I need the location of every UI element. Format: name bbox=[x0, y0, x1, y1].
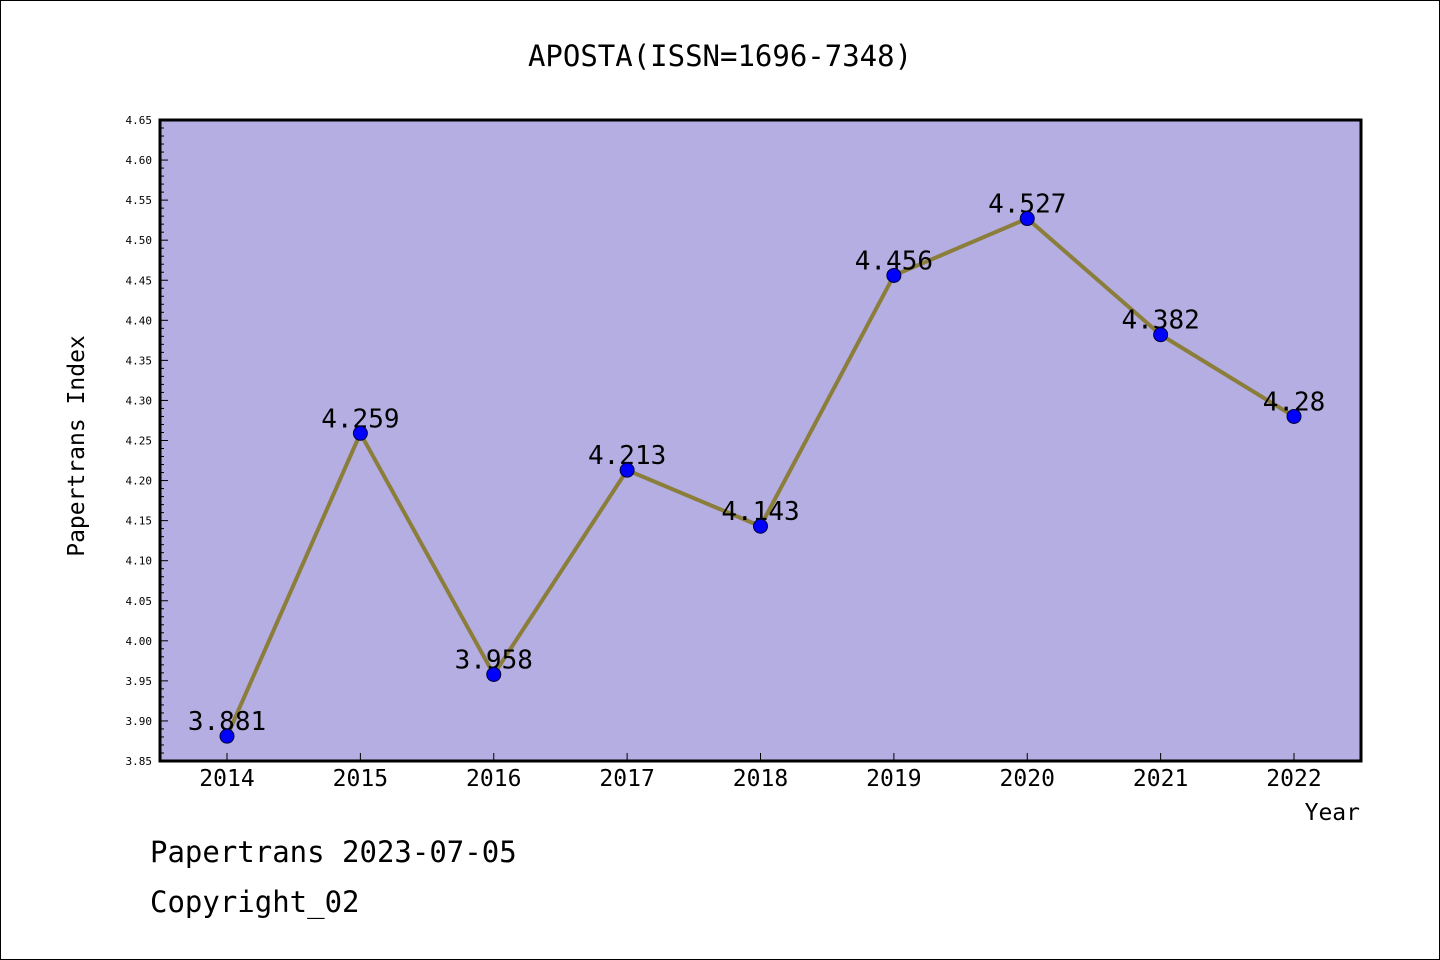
x-tick-label: 2016 bbox=[466, 766, 521, 792]
footer-date: Papertrans 2023-07-05 bbox=[150, 835, 517, 869]
x-tick-label: 2021 bbox=[1133, 766, 1188, 792]
series: 3.8814.2593.9584.2134.1434.4564.5274.382… bbox=[188, 190, 1325, 744]
data-point bbox=[486, 666, 502, 682]
y-axis-label: Papertrans Index bbox=[64, 335, 90, 557]
plot-area bbox=[160, 120, 1361, 761]
x-tick-label: 2017 bbox=[599, 766, 654, 792]
y-tick-label: 4.65 bbox=[126, 114, 153, 127]
chart-title: APOSTA(ISSN=1696-7348) bbox=[528, 39, 912, 73]
plot-border bbox=[158, 118, 1363, 763]
y-tick-label: 4.50 bbox=[126, 234, 153, 247]
data-point bbox=[753, 518, 768, 534]
x-tick-label: 2018 bbox=[733, 766, 788, 792]
data-point bbox=[886, 267, 902, 283]
x-tick-label: 2022 bbox=[1266, 766, 1321, 792]
y-tick-label: 3.90 bbox=[126, 715, 153, 728]
y-tick-label: 3.85 bbox=[126, 755, 153, 768]
y-tick-label: 4.10 bbox=[126, 555, 153, 568]
y-tick-label: 4.05 bbox=[126, 595, 153, 608]
y-tick-label: 4.35 bbox=[126, 354, 153, 367]
y-tick-label: 4.45 bbox=[126, 274, 153, 287]
data-point bbox=[1019, 211, 1035, 227]
y-tick-label: 4.00 bbox=[126, 635, 153, 648]
y-axis: 3.85 3.90 3.95 4.00 4.05 4.10 4.15 4.20 4.25 4.30… bbox=[126, 114, 168, 768]
data-point bbox=[619, 462, 635, 478]
footer-copyright: Copyright_02 bbox=[150, 885, 360, 919]
data-point bbox=[1153, 327, 1169, 343]
x-tick-label: 2019 bbox=[866, 766, 921, 792]
y-tick-label: 4.40 bbox=[126, 314, 153, 327]
y-tick-label: 4.55 bbox=[126, 194, 153, 207]
data-point bbox=[1286, 408, 1302, 424]
y-tick-label: 4.60 bbox=[126, 154, 153, 167]
x-tick-label: 2020 bbox=[1000, 766, 1055, 792]
y-tick-label: 3.95 bbox=[126, 675, 153, 688]
x-axis-label: Year bbox=[1305, 800, 1360, 826]
y-tick-label: 4.15 bbox=[126, 515, 153, 528]
data-point bbox=[219, 728, 235, 744]
y-tick-label: 4.25 bbox=[126, 435, 153, 448]
y-tick-label: 4.20 bbox=[126, 475, 153, 488]
x-tick-label: 2014 bbox=[199, 766, 254, 792]
data-point bbox=[352, 425, 368, 441]
y-tick-label: 4.30 bbox=[126, 394, 153, 407]
x-tick-label: 2015 bbox=[333, 766, 388, 792]
